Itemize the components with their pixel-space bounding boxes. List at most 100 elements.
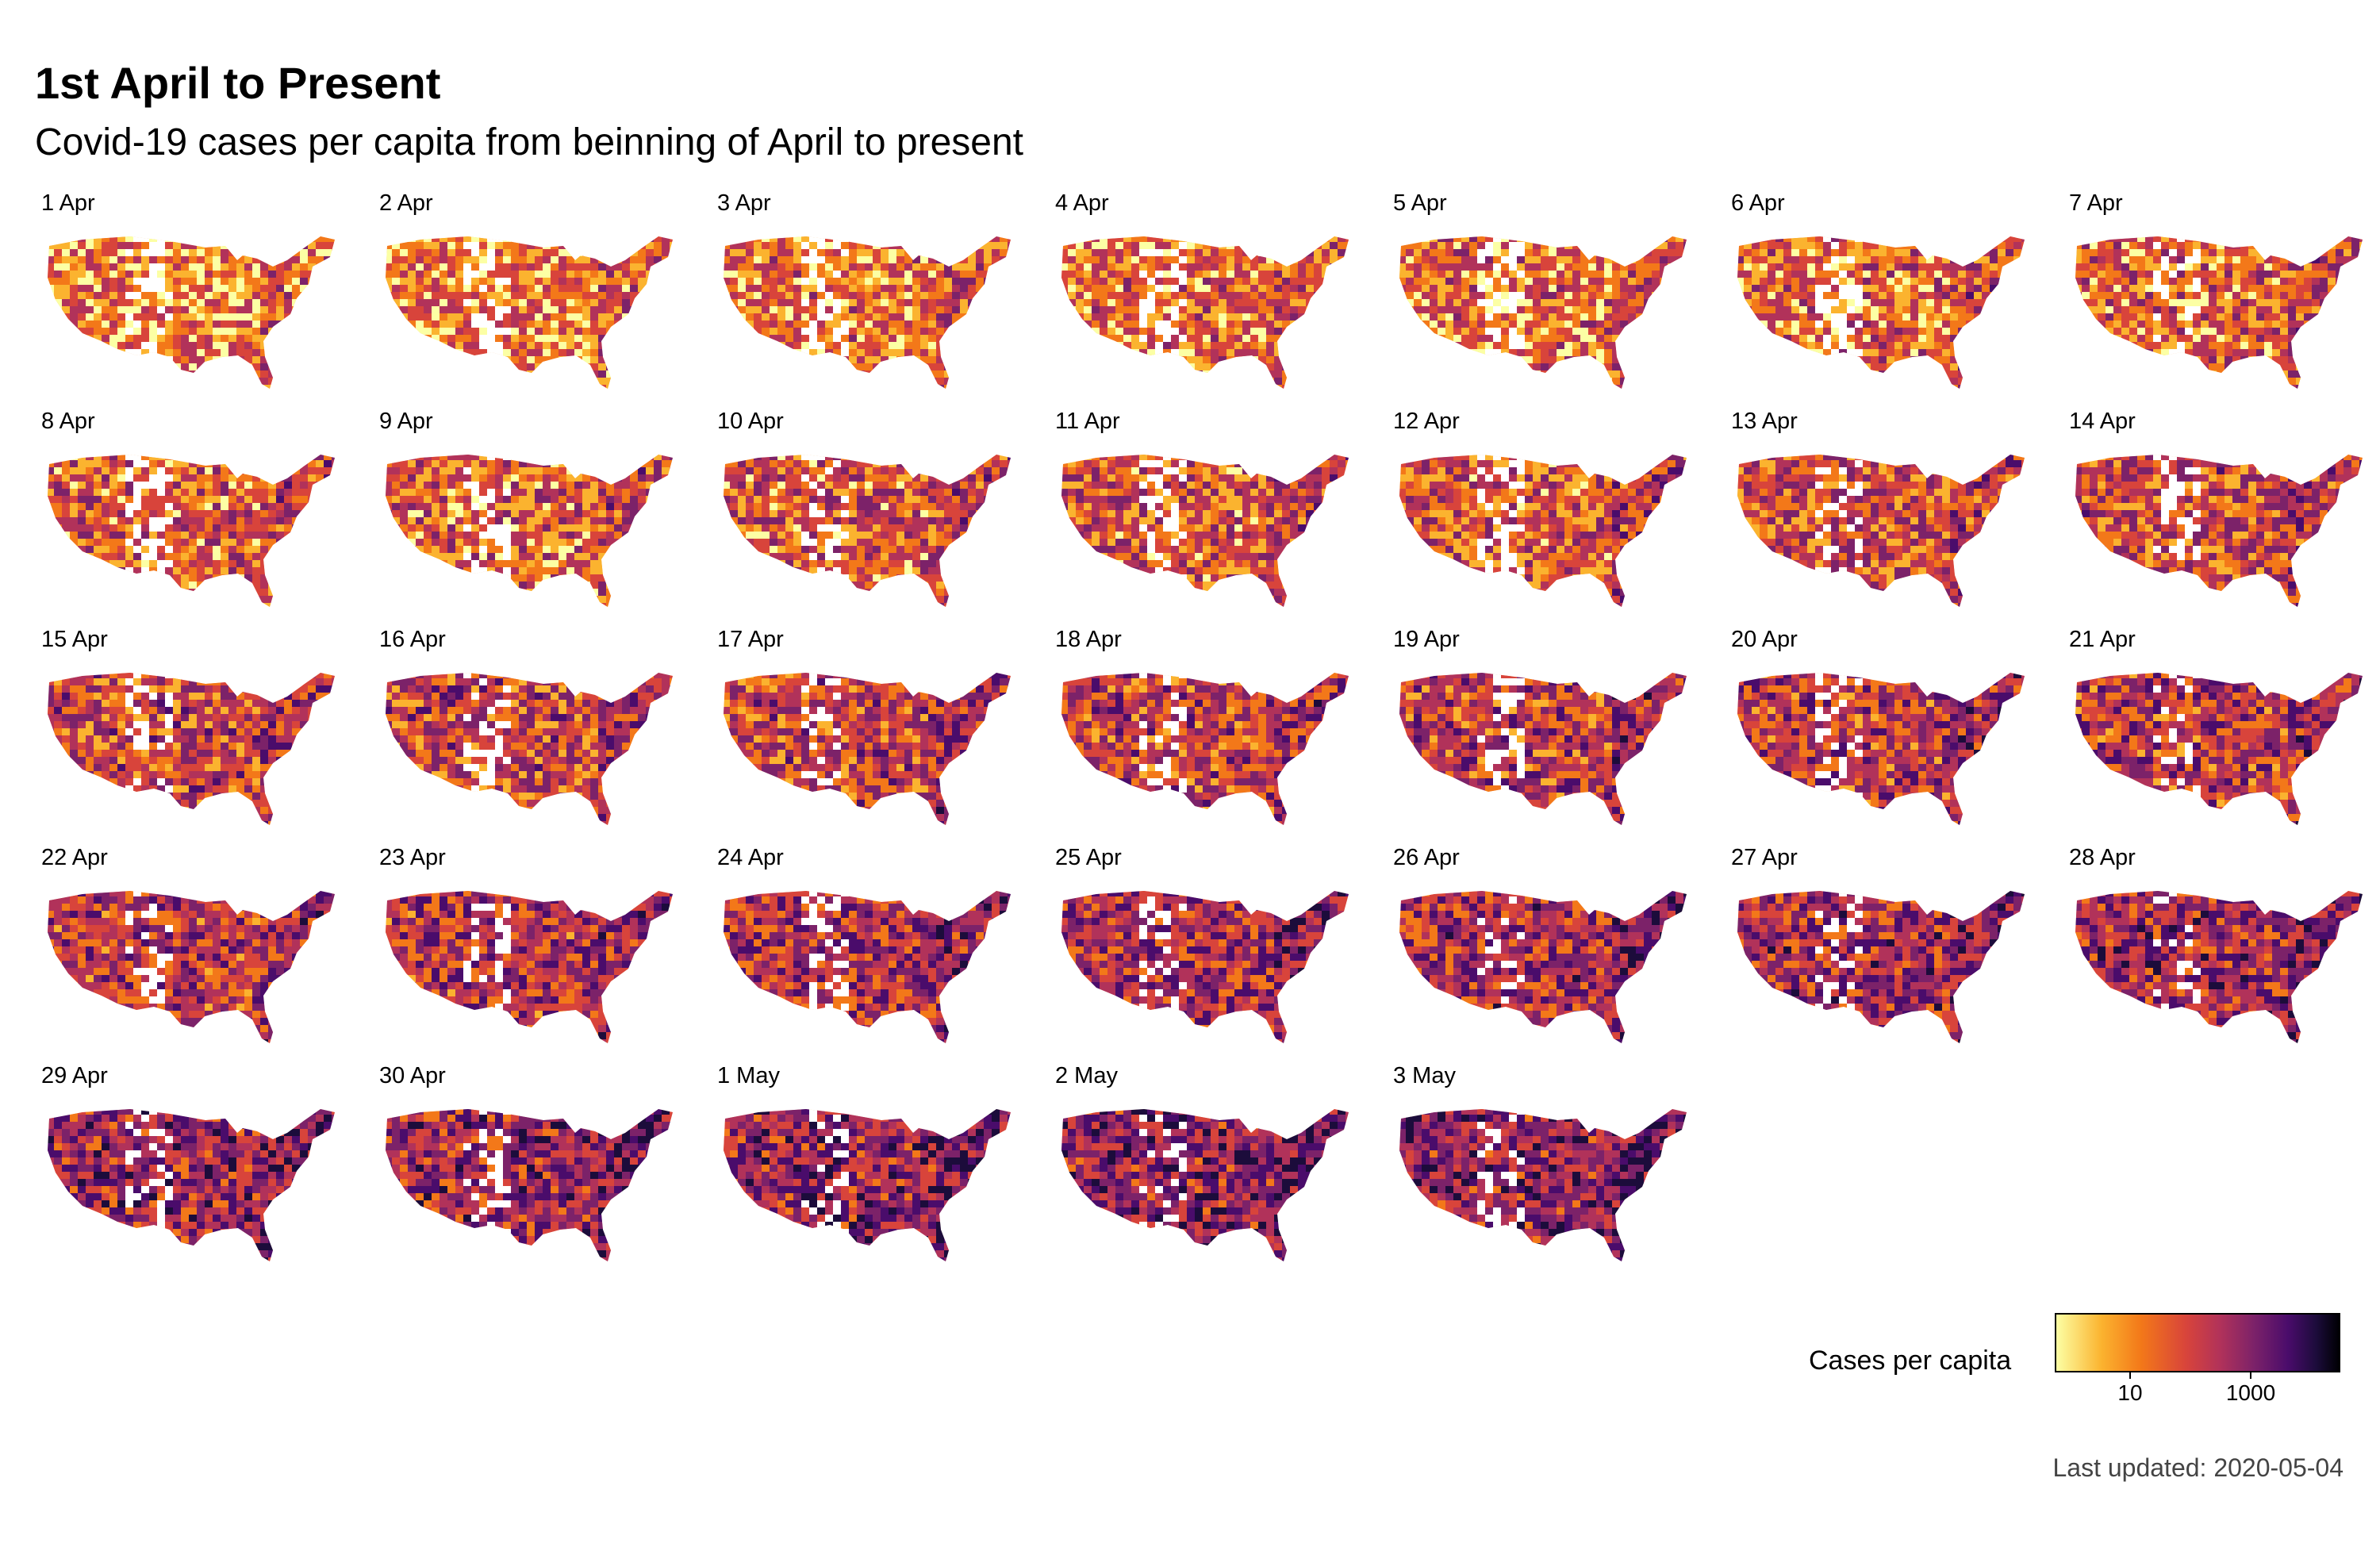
county-cell: [785, 313, 793, 321]
county-cell: [738, 370, 746, 378]
county-cell: [730, 292, 738, 299]
county-cell: [62, 335, 70, 342]
county-cell: [630, 285, 638, 292]
county-cell: [1942, 306, 1950, 313]
county-cell: [1314, 306, 1322, 313]
county-cell: [606, 356, 614, 363]
county-cell: [416, 356, 424, 363]
county-cell: [392, 342, 400, 349]
county-cell: [1100, 385, 1107, 389]
county-cell: [1123, 342, 1131, 349]
county-cell: [2029, 321, 2034, 328]
county-cell: [1926, 236, 1934, 242]
county-cell: [1179, 271, 1187, 278]
county-cell: [1604, 271, 1612, 278]
county-cell: [487, 256, 495, 263]
county-cell: [340, 321, 344, 328]
county-cell: [724, 306, 730, 313]
county-cell: [1195, 242, 1203, 249]
county-cell: [2013, 292, 2021, 299]
county-cell: [730, 299, 738, 306]
county-cell: [1588, 278, 1596, 285]
county-cell: [495, 342, 503, 349]
county-cell: [1871, 271, 1879, 278]
county-cell: [1509, 363, 1517, 370]
county-cell: [173, 370, 181, 378]
county-cell: [670, 356, 673, 363]
county-cell: [777, 278, 785, 285]
county-cell: [1430, 271, 1438, 278]
county-cell: [1974, 256, 1982, 263]
county-cell: [292, 263, 300, 271]
county-cell: [479, 363, 487, 370]
county-cell: [1596, 313, 1604, 321]
county-cell: [46, 392, 54, 397]
county-cell: [1596, 335, 1604, 342]
county-cell: [1974, 292, 1982, 299]
county-cell: [332, 285, 335, 292]
county-cell: [1668, 378, 1676, 385]
county-cell: [1469, 249, 1477, 256]
county-cell: [1338, 249, 1345, 256]
county-cell: [1871, 256, 1879, 263]
county-cell: [1015, 306, 1020, 313]
county-cell: [1477, 313, 1485, 321]
county-cell: [48, 256, 54, 263]
county-cell: [1282, 299, 1290, 306]
panel-date-label: 4 Apr: [1055, 190, 1109, 217]
county-cell: [197, 236, 205, 242]
county-cell: [1668, 263, 1676, 271]
county-cell: [141, 313, 149, 321]
county-cell: [1338, 392, 1345, 397]
county-cell: [1171, 285, 1179, 292]
county-cell: [1438, 313, 1445, 321]
county-cell: [1139, 299, 1147, 306]
county-cell: [1338, 378, 1345, 385]
county-cell: [920, 313, 928, 321]
county-cell: [221, 256, 228, 263]
county-cell: [1847, 335, 1855, 342]
county-cell: [260, 342, 268, 349]
county-cell: [416, 342, 424, 349]
county-cell: [1250, 370, 1258, 378]
county-cell: [1123, 292, 1131, 299]
county-cell: [912, 385, 920, 389]
county-cell: [165, 299, 173, 306]
county-cell: [1274, 313, 1282, 321]
county-cell: [678, 385, 682, 392]
county-cell: [1839, 342, 1847, 349]
county-cell: [1163, 342, 1171, 349]
county-cell: [1879, 306, 1887, 313]
county-cell: [1461, 236, 1469, 242]
county-cell: [622, 236, 630, 242]
county-cell: [1453, 363, 1461, 370]
county-cell: [1453, 356, 1461, 363]
county-cell: [1107, 385, 1115, 389]
county-cell: [1557, 342, 1564, 349]
county-cell: [968, 385, 976, 389]
county-cell: [117, 271, 125, 278]
county-cell: [125, 285, 133, 292]
county-cell: [1652, 256, 1660, 263]
county-cell: [1234, 349, 1242, 356]
county-cell: [857, 249, 865, 256]
county-cell: [638, 392, 646, 397]
county-cell: [1612, 249, 1620, 256]
county-cell: [1266, 378, 1274, 385]
county-cell: [487, 349, 495, 356]
county-cell: [857, 278, 865, 285]
county-cell: [181, 321, 189, 328]
county-cell: [881, 385, 889, 389]
county-cell: [455, 349, 463, 356]
map-panels-grid: 1 Apr 2 Apr 3 Apr 4 Apr 5 Apr 6 Apr 7 Apr 8 Apr…: [41, 190, 2363, 1261]
county-cell: [1509, 321, 1517, 328]
county-cell: [1226, 321, 1234, 328]
county-cell: [1541, 256, 1549, 263]
county-cell: [817, 292, 825, 299]
county-cell: [463, 271, 471, 278]
county-cell: [252, 363, 260, 370]
county-cell: [968, 271, 976, 278]
county-cell: [960, 292, 968, 299]
county-cell: [1115, 306, 1123, 313]
county-cell: [1644, 278, 1652, 285]
